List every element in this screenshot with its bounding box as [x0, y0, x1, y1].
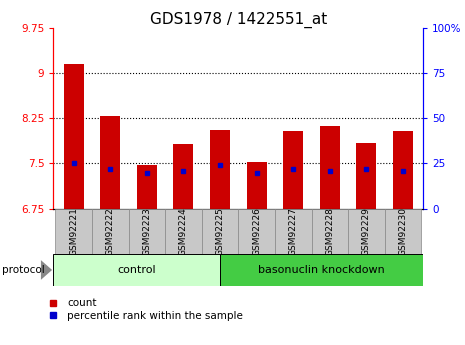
Bar — [100, 116, 120, 209]
Bar — [202, 209, 238, 254]
Bar — [246, 161, 267, 209]
Text: protocol: protocol — [2, 265, 45, 275]
Bar — [220, 254, 423, 286]
Text: GSM92229: GSM92229 — [362, 207, 371, 256]
Text: GSM92222: GSM92222 — [106, 207, 115, 256]
Bar — [393, 131, 413, 209]
Text: GSM92223: GSM92223 — [142, 207, 151, 256]
Bar — [53, 254, 220, 286]
Text: GSM92221: GSM92221 — [69, 207, 78, 256]
Bar — [283, 131, 303, 209]
Text: GSM92227: GSM92227 — [289, 207, 298, 256]
Text: GSM92228: GSM92228 — [326, 207, 334, 256]
Text: basonuclin knockdown: basonuclin knockdown — [258, 265, 385, 275]
Bar — [275, 209, 312, 254]
Bar — [137, 165, 157, 209]
Text: GSM92224: GSM92224 — [179, 207, 188, 256]
Bar — [92, 209, 128, 254]
Legend: count, percentile rank within the sample: count, percentile rank within the sample — [42, 298, 243, 321]
Bar — [238, 209, 275, 254]
Bar — [312, 209, 348, 254]
Bar — [385, 209, 421, 254]
Text: GSM92225: GSM92225 — [215, 207, 225, 256]
Text: GSM92230: GSM92230 — [399, 207, 407, 256]
Bar — [165, 209, 202, 254]
Bar — [320, 126, 340, 209]
Bar — [64, 64, 84, 209]
Bar — [356, 143, 377, 209]
Bar — [128, 209, 165, 254]
Title: GDS1978 / 1422551_at: GDS1978 / 1422551_at — [150, 11, 327, 28]
Bar — [173, 144, 193, 209]
Bar — [55, 209, 92, 254]
Bar — [348, 209, 385, 254]
Text: control: control — [117, 265, 156, 275]
Text: GSM92226: GSM92226 — [252, 207, 261, 256]
Polygon shape — [41, 260, 52, 280]
Bar — [210, 130, 230, 209]
